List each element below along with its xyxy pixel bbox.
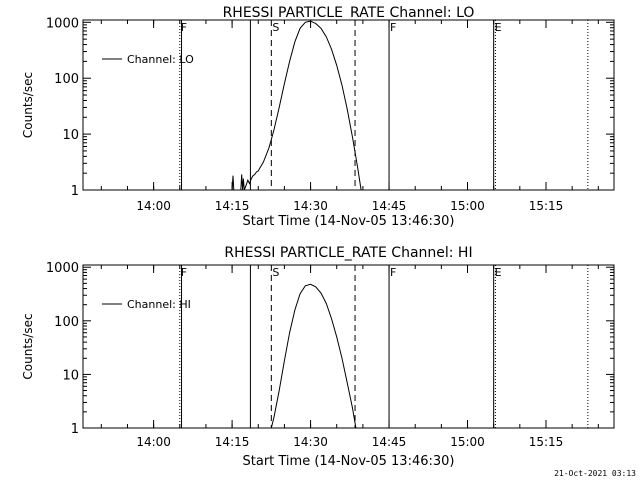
y-tick-label: 100 [54,72,79,87]
legend-label: Channel: HI [127,298,191,311]
y-tick-label: 10 [62,368,79,383]
y-tick-label: 1000 [46,261,79,276]
x-tick-label: 14:00 [136,199,171,213]
event-marker-label: E [495,21,502,34]
chart-title: RHESSI PARTICLE_RATE Channel: LO [223,5,475,21]
x-tick-label: 14:30 [293,435,328,449]
x-tick-label: 14:45 [372,199,407,213]
x-tick-label: 14:15 [215,435,250,449]
y-axis-label: Counts/sec [21,72,35,138]
plot-frame [82,264,615,429]
x-axis-label: Start Time (14-Nov-05 13:46:30) [243,214,455,229]
x-tick-label: 15:00 [450,435,485,449]
event-marker-label: E [495,266,502,279]
x-tick-label: 15:15 [529,199,564,213]
y-axis-label: Counts/sec [21,313,35,379]
data-series-line [270,283,357,429]
x-tick-label: 14:45 [372,435,407,449]
x-tick-label: 14:00 [136,435,171,449]
event-marker-label: S [272,266,279,279]
event-marker-label: F [181,266,187,279]
x-tick-label: 14:30 [293,199,328,213]
y-tick-label: 100 [54,315,79,330]
plot-frame [82,19,615,191]
y-tick-label: 1000 [46,16,79,31]
x-tick-label: 15:15 [529,435,564,449]
x-tick-label: 15:00 [450,199,485,213]
event-marker-label: F [181,21,187,34]
y-tick-label: 10 [62,128,79,143]
timestamp-label: 21-Oct-2021 03:13 [554,469,636,478]
chart-title: RHESSI PARTICLE_RATE Channel: HI [224,245,472,261]
event-marker-label: F [390,21,396,34]
legend-label: Channel: LO [127,53,194,66]
chart-panel-hi: RHESSI PARTICLE_RATE Channel: HI Start Ti… [21,245,615,469]
event-marker-label: F [390,266,396,279]
event-marker-label: S [272,21,279,34]
data-series-line [231,20,362,191]
x-tick-label: 14:15 [215,199,250,213]
chart-panel-lo: RHESSI PARTICLE_RATE Channel: LO Start Ti… [21,5,615,229]
y-tick-label: 1 [71,422,79,437]
y-tick-label: 1 [71,184,79,199]
x-axis-label: Start Time (14-Nov-05 13:46:30) [243,454,455,469]
